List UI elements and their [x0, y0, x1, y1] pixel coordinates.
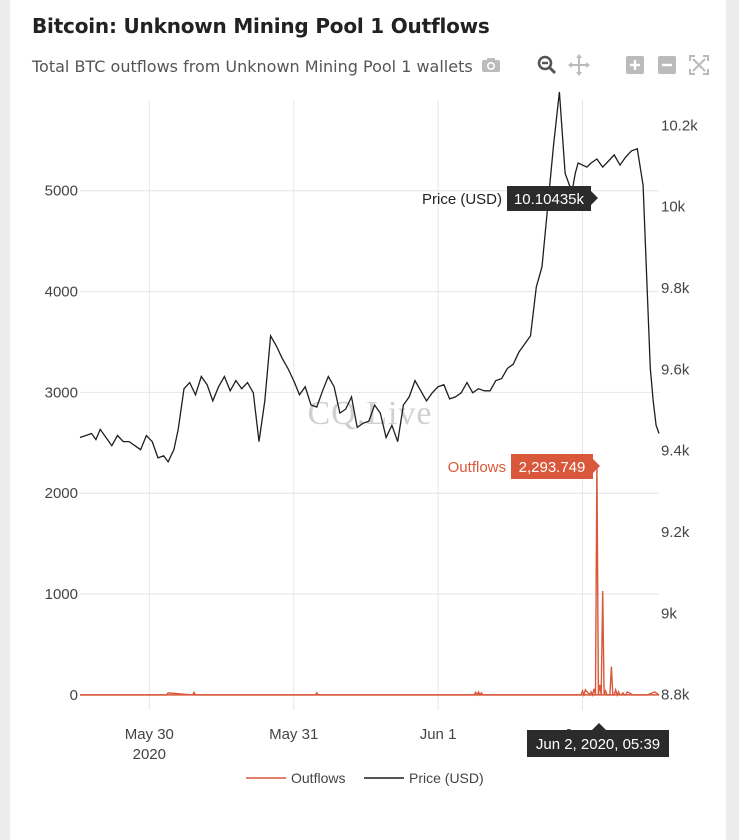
camera-icon[interactable]: [480, 54, 502, 76]
x-hover-pointer: [592, 723, 606, 730]
right-y-ticks: 8.8k 9k 9.2k 9.4k 9.6k 9.8k 10k 10.2k: [661, 117, 698, 703]
y-right-tick-label: 9.2k: [661, 524, 690, 541]
outflow-hover-name: Outflows: [448, 459, 506, 476]
price-hover-label: Price (USD) 10.10435k: [422, 186, 598, 211]
y-left-tick-label: 2000: [45, 485, 78, 502]
watermark: CQ.Live: [307, 395, 432, 432]
zoom-in-icon[interactable]: [624, 54, 646, 76]
legend-price-label[interactable]: Price (USD): [409, 770, 484, 786]
y-left-tick-label: 5000: [45, 183, 78, 200]
y-right-tick-label: 9.6k: [661, 361, 690, 378]
legend: Outflows Price (USD): [246, 770, 484, 786]
y-left-tick-label: 3000: [45, 384, 78, 401]
legend-outflows-label[interactable]: Outflows: [291, 770, 345, 786]
x-hover-value: Jun 2, 2020, 05:39: [536, 736, 660, 753]
outflow-hover-label: Outflows 2,293.749: [448, 454, 600, 479]
price-hover-name: Price (USD): [422, 191, 502, 208]
y-right-tick-label: 8.8k: [661, 687, 690, 704]
pan-icon[interactable]: [568, 54, 590, 76]
outflow-hover-box: [511, 454, 593, 479]
y-right-tick-label: 9.4k: [661, 443, 690, 460]
x-hover-label: Jun 2, 2020, 05:39: [527, 723, 669, 757]
x-tick-label: May 30: [125, 726, 174, 743]
price-hover-pointer: [591, 191, 598, 205]
price-hover-box: [507, 186, 591, 211]
x-tick-label: Jun 1: [420, 726, 457, 743]
chart-title: Bitcoin: Unknown Mining Pool 1 Outflows: [32, 14, 490, 38]
autoscale-icon[interactable]: [688, 54, 710, 76]
x-tick-label: 2020: [133, 746, 166, 763]
y-left-tick-label: 4000: [45, 284, 78, 301]
modebar: [476, 54, 710, 76]
outflow-hover-pointer: [593, 459, 600, 473]
price-line[interactable]: [79, 91, 660, 464]
y-right-tick-label: 9k: [661, 605, 677, 622]
y-right-tick-label: 9.8k: [661, 280, 690, 297]
x-hover-box: [527, 730, 669, 757]
y-right-tick-label: 10.2k: [661, 117, 698, 134]
x-tick-label: May 31: [269, 726, 318, 743]
y-left-tick-label: 1000: [45, 586, 78, 603]
chart-subtitle: Total BTC outflows from Unknown Mining P…: [32, 57, 473, 76]
y-left-tick-label: 0: [70, 687, 78, 704]
chart-card: [10, 0, 726, 840]
left-y-ticks: 0 1000 2000 3000 4000 5000: [45, 183, 78, 704]
outflows-line[interactable]: [80, 463, 660, 698]
zoom-out-icon[interactable]: [656, 54, 678, 76]
outflow-hover-value: 2,293.749: [519, 459, 586, 476]
zoom-icon[interactable]: [536, 54, 558, 76]
y-right-tick-label: 10k: [661, 199, 686, 216]
price-hover-value: 10.10435k: [514, 191, 585, 208]
